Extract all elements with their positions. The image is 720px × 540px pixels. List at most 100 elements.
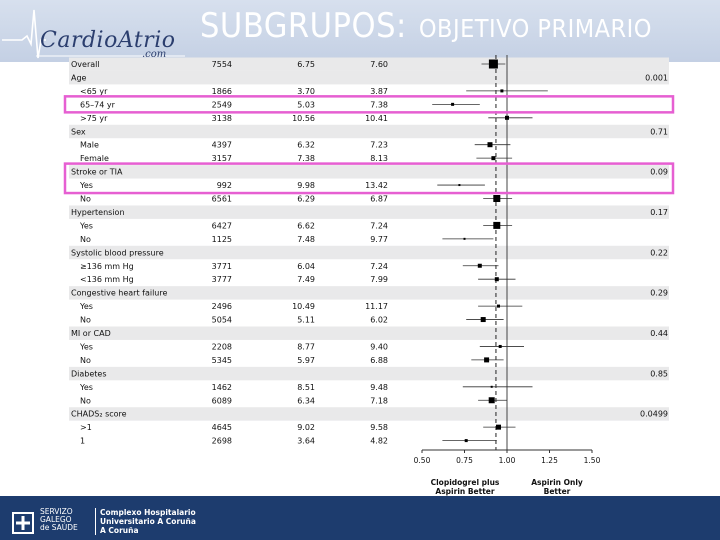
- x-tick-label: 0.50: [414, 456, 431, 465]
- row-label: Overall: [71, 60, 100, 69]
- row-value-c1: 3.64: [297, 437, 315, 446]
- row-value-n: 1125: [212, 235, 232, 244]
- hr-marker: [494, 277, 499, 282]
- hr-marker: [493, 195, 501, 202]
- row-value-c1: 5.97: [297, 356, 315, 365]
- row-label: No: [80, 235, 91, 244]
- hr-marker: [487, 142, 493, 148]
- row-value-n: 2208: [212, 342, 232, 351]
- row-value-n: 4397: [212, 141, 232, 150]
- row-value-c1: 7.49: [297, 275, 315, 284]
- x-tick-label: 1.50: [584, 456, 601, 465]
- row-stripe: [69, 286, 669, 300]
- row-value-c1: 7.48: [297, 235, 315, 244]
- row-value-c1: 5.03: [297, 100, 315, 109]
- slide-header: [0, 0, 720, 62]
- row-value-c2: 11.17: [365, 302, 388, 311]
- p-value: 0.22: [650, 248, 668, 257]
- ecg-line-icon: [2, 9, 185, 59]
- hr-marker: [505, 115, 509, 120]
- row-label: No: [80, 356, 91, 365]
- row-label: >1: [80, 423, 92, 432]
- footer-org-line: GALEGO: [40, 515, 72, 524]
- row-value-c1: 10.49: [292, 302, 315, 311]
- row-value-n: 6427: [212, 221, 232, 230]
- row-label: MI or CAD: [71, 329, 111, 338]
- row-value-c1: 6.62: [297, 221, 315, 230]
- row-value-n: 1866: [212, 87, 232, 96]
- hr-marker: [488, 397, 495, 404]
- row-label: Yes: [79, 221, 93, 230]
- row-value-c2: 8.13: [370, 154, 388, 163]
- row-label: >75 yr: [80, 114, 108, 123]
- footer-org: SERVIZO GALEGO de SAÚDE: [40, 508, 78, 532]
- row-value-c1: 9.02: [297, 423, 315, 432]
- x-tick-label: 1.25: [541, 456, 558, 465]
- hr-marker: [451, 102, 455, 106]
- sergas-logo-icon: [12, 512, 34, 534]
- row-value-c1: 5.11: [297, 316, 315, 325]
- row-stripe: [69, 205, 669, 219]
- row-value-c2: 10.41: [365, 114, 388, 123]
- row-label: Stroke or TIA: [71, 168, 123, 177]
- forest-plot: Overall 7554 6.75 7.60 Age 0.001 <65 yr 1866 3.7…: [63, 55, 675, 496]
- row-value-c2: 7.18: [370, 396, 388, 405]
- p-value: 0.71: [650, 127, 668, 136]
- row-label: ≥136 mm Hg: [80, 262, 134, 271]
- row-value-c2: 7.24: [370, 221, 388, 230]
- row-value-n: 7554: [212, 60, 232, 69]
- p-value: 0.29: [650, 289, 668, 298]
- row-value-c1: 7.38: [297, 154, 315, 163]
- x-label-right: Aspirin Only: [531, 478, 583, 487]
- row-label: 1: [80, 437, 85, 446]
- hr-marker: [488, 59, 498, 69]
- row-value-c1: 8.77: [297, 342, 315, 351]
- hr-marker: [458, 184, 461, 187]
- row-stripe: [69, 124, 669, 139]
- row-value-c1: 6.34: [297, 396, 315, 405]
- x-label-right: Better: [544, 487, 571, 496]
- hr-marker: [490, 385, 493, 388]
- row-value-c2: 7.23: [370, 141, 388, 150]
- x-label-left: Clopidogrel plus: [431, 478, 500, 487]
- row-label: Yes: [79, 342, 93, 351]
- p-value: 0.001: [645, 73, 668, 82]
- row-value-n: 3157: [212, 154, 232, 163]
- row-label: Congestive heart failure: [71, 289, 167, 298]
- row-value-n: 2549: [212, 100, 232, 109]
- row-value-n: 5345: [212, 356, 232, 365]
- slide-title: SUBGRUPOS: OBJETIVO PRIMARIO: [200, 6, 652, 46]
- row-label: <136 mm Hg: [80, 275, 134, 284]
- footer-org-line: SERVIZO: [40, 507, 73, 516]
- row-stripe: [69, 165, 669, 179]
- row-value-c2: 6.02: [370, 316, 388, 325]
- p-value: 0.0499: [640, 410, 668, 419]
- row-label: Sex: [71, 127, 86, 136]
- p-value: 0.44: [650, 329, 668, 338]
- x-tick-label: 1.00: [499, 456, 516, 465]
- row-value-n: 2698: [212, 437, 232, 446]
- footer-org-line: de SAÚDE: [40, 523, 78, 532]
- row-label: Yes: [79, 383, 93, 392]
- row-value-c1: 9.98: [297, 181, 315, 190]
- row-stripe: [69, 326, 669, 340]
- footer-bar: [0, 496, 720, 540]
- hr-marker: [463, 237, 466, 240]
- row-value-c2: 6.88: [370, 356, 388, 365]
- logo-text: CardioAtrio: [40, 28, 176, 53]
- footer-hospital-line: Complexo Hospitalario: [100, 508, 196, 517]
- hr-marker: [491, 156, 496, 161]
- row-stripe: [69, 57, 669, 71]
- hr-marker: [497, 304, 500, 308]
- row-value-c1: 6.04: [297, 262, 315, 271]
- hr-marker: [484, 357, 490, 363]
- hr-marker: [464, 439, 468, 443]
- row-label: Age: [71, 73, 87, 82]
- row-label: No: [80, 396, 91, 405]
- row-value-n: 4645: [212, 423, 232, 432]
- row-value-c2: 9.77: [370, 235, 388, 244]
- row-value-c2: 9.48: [370, 383, 388, 392]
- row-label: Diabetes: [71, 369, 107, 378]
- row-value-c1: 10.56: [292, 114, 315, 123]
- title-main: SUBGRUPOS:: [200, 6, 407, 46]
